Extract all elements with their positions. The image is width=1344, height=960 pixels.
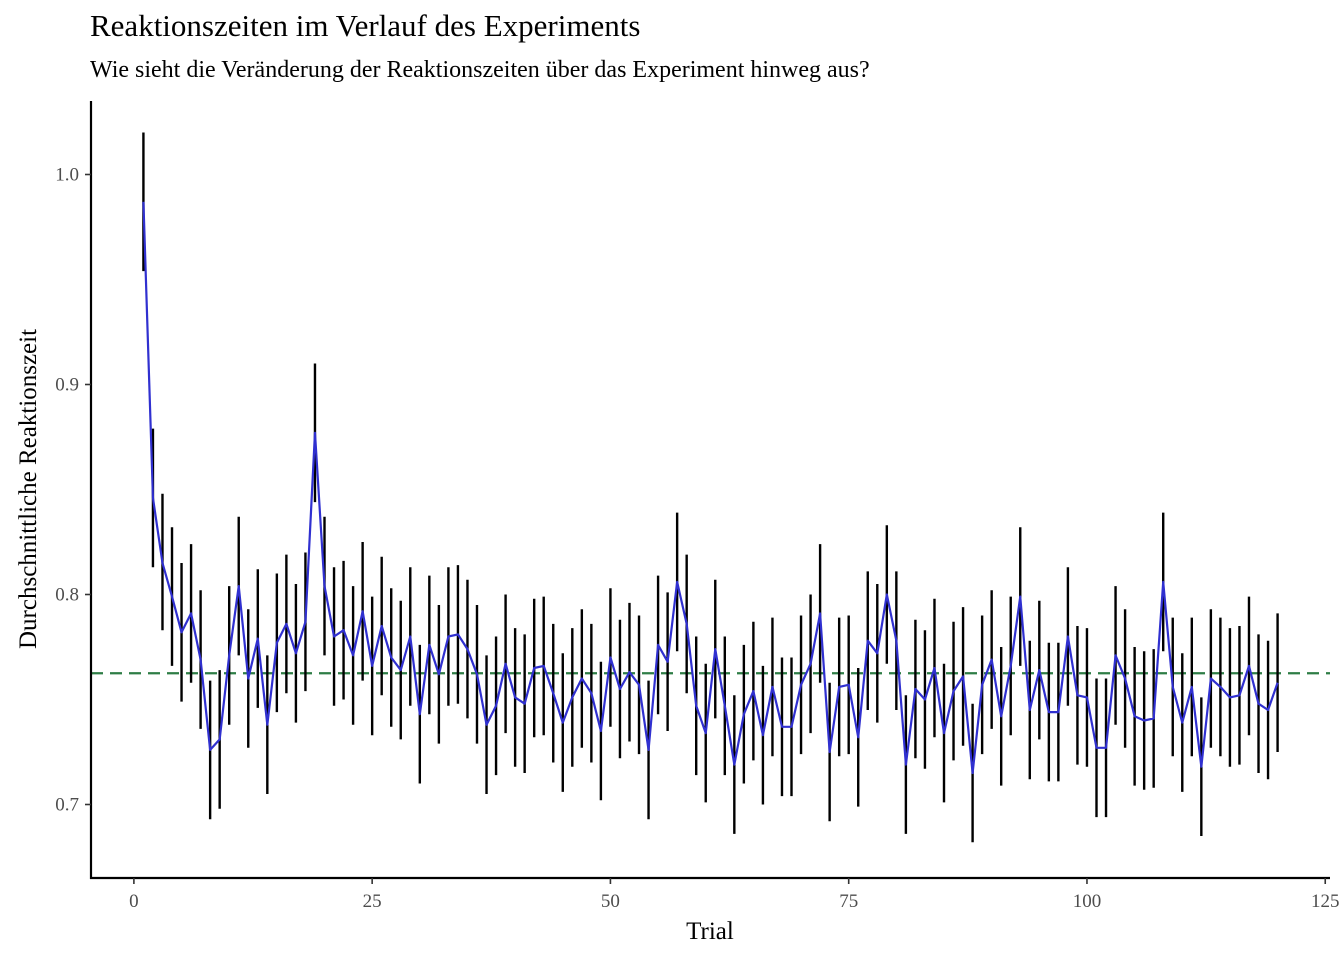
x-tick-label: 25	[363, 891, 382, 912]
x-tick-label: 0	[129, 891, 139, 912]
y-tick-label: 0.7	[55, 795, 79, 816]
x-tick-label: 125	[1311, 891, 1340, 912]
x-tick-label: 100	[1073, 891, 1102, 912]
y-tick-label: 0.9	[55, 375, 79, 396]
chart-title: Reaktionszeiten im Verlauf des Experimen…	[90, 8, 641, 43]
chart-subtitle: Wie sieht die Veränderung der Reaktionsz…	[90, 57, 870, 83]
x-axis-title: Trial	[686, 918, 734, 945]
y-axis-title: Durchschnittliche Reaktionszeit	[15, 329, 42, 649]
x-tick-label: 75	[839, 891, 858, 912]
series-line	[142, 201, 1279, 775]
y-tick-label: 1.0	[55, 165, 79, 186]
plot-area	[91, 132, 1330, 843]
y-tick-label: 0.8	[55, 585, 79, 606]
x-tick-label: 50	[601, 891, 620, 912]
axes: 0 25 50 75 100 125 0.7 0.8 0.9 1.0	[55, 101, 1339, 912]
